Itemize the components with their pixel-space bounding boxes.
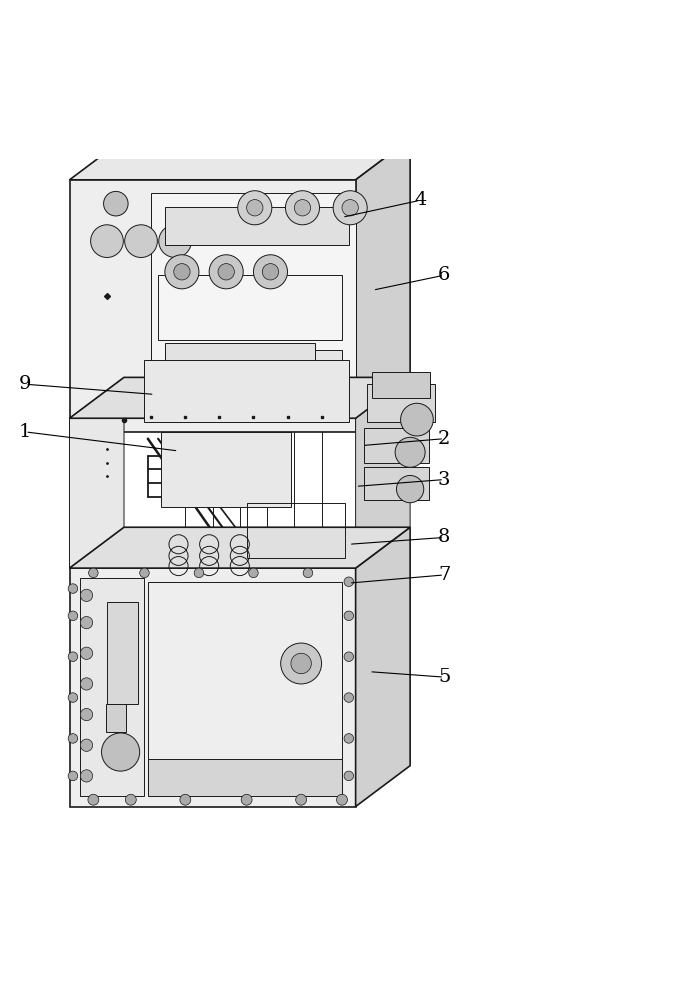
Circle shape (159, 225, 192, 257)
Polygon shape (356, 377, 410, 568)
Text: 6: 6 (438, 266, 450, 284)
Circle shape (303, 568, 313, 578)
Circle shape (218, 264, 235, 280)
Circle shape (344, 611, 354, 621)
Circle shape (295, 794, 306, 805)
Circle shape (395, 437, 425, 467)
Circle shape (68, 611, 78, 621)
Text: 5: 5 (438, 668, 450, 686)
Bar (372, 372, 430, 398)
Polygon shape (70, 568, 356, 807)
Polygon shape (70, 139, 410, 180)
Text: 9: 9 (19, 375, 31, 393)
Circle shape (88, 794, 98, 805)
Bar (367, 384, 434, 422)
Circle shape (342, 200, 358, 216)
Text: 4: 4 (414, 191, 427, 209)
Circle shape (344, 693, 354, 702)
Bar (148, 582, 342, 793)
Bar (158, 275, 342, 340)
Circle shape (333, 191, 367, 225)
Circle shape (285, 191, 319, 225)
Bar (105, 704, 126, 732)
Bar (364, 467, 428, 500)
Circle shape (247, 200, 263, 216)
Circle shape (241, 794, 252, 805)
Circle shape (81, 616, 92, 629)
Circle shape (397, 475, 424, 503)
Circle shape (165, 255, 199, 289)
Circle shape (344, 577, 354, 587)
Circle shape (294, 200, 311, 216)
Circle shape (101, 733, 140, 771)
Circle shape (68, 771, 78, 781)
Bar (80, 578, 144, 796)
Circle shape (89, 568, 98, 578)
Circle shape (68, 734, 78, 743)
Circle shape (81, 739, 92, 751)
Circle shape (81, 647, 92, 659)
Polygon shape (70, 377, 124, 568)
Circle shape (337, 794, 347, 805)
Circle shape (344, 652, 354, 661)
Bar (165, 350, 342, 391)
Text: 3: 3 (438, 471, 451, 489)
Circle shape (81, 770, 92, 782)
Circle shape (90, 225, 123, 257)
Polygon shape (70, 180, 356, 432)
Circle shape (344, 771, 354, 781)
Circle shape (68, 584, 78, 593)
Circle shape (140, 568, 149, 578)
Bar (144, 360, 349, 422)
Polygon shape (70, 527, 410, 568)
Circle shape (401, 403, 433, 436)
Circle shape (209, 255, 244, 289)
Bar (165, 343, 315, 377)
Polygon shape (356, 527, 410, 807)
Text: 1: 1 (19, 423, 31, 441)
Bar (165, 207, 349, 245)
Circle shape (180, 794, 191, 805)
Circle shape (68, 693, 78, 702)
Circle shape (81, 678, 92, 690)
Circle shape (103, 191, 128, 216)
Circle shape (262, 264, 278, 280)
Polygon shape (151, 193, 356, 411)
Circle shape (125, 794, 136, 805)
Circle shape (280, 643, 321, 684)
Circle shape (254, 255, 287, 289)
Text: 8: 8 (438, 528, 450, 546)
Circle shape (249, 568, 258, 578)
Circle shape (81, 589, 92, 602)
Circle shape (68, 652, 78, 661)
Polygon shape (356, 139, 410, 432)
Bar (364, 428, 428, 463)
Circle shape (174, 264, 190, 280)
Text: 7: 7 (438, 566, 450, 584)
Bar (161, 432, 291, 507)
Circle shape (194, 568, 204, 578)
Circle shape (238, 191, 272, 225)
Bar (247, 503, 345, 558)
Polygon shape (70, 377, 410, 418)
Circle shape (124, 225, 157, 257)
Text: 2: 2 (438, 430, 450, 448)
Bar (148, 759, 342, 796)
Circle shape (291, 653, 311, 674)
Circle shape (81, 708, 92, 721)
Circle shape (344, 734, 354, 743)
Bar (107, 602, 137, 704)
